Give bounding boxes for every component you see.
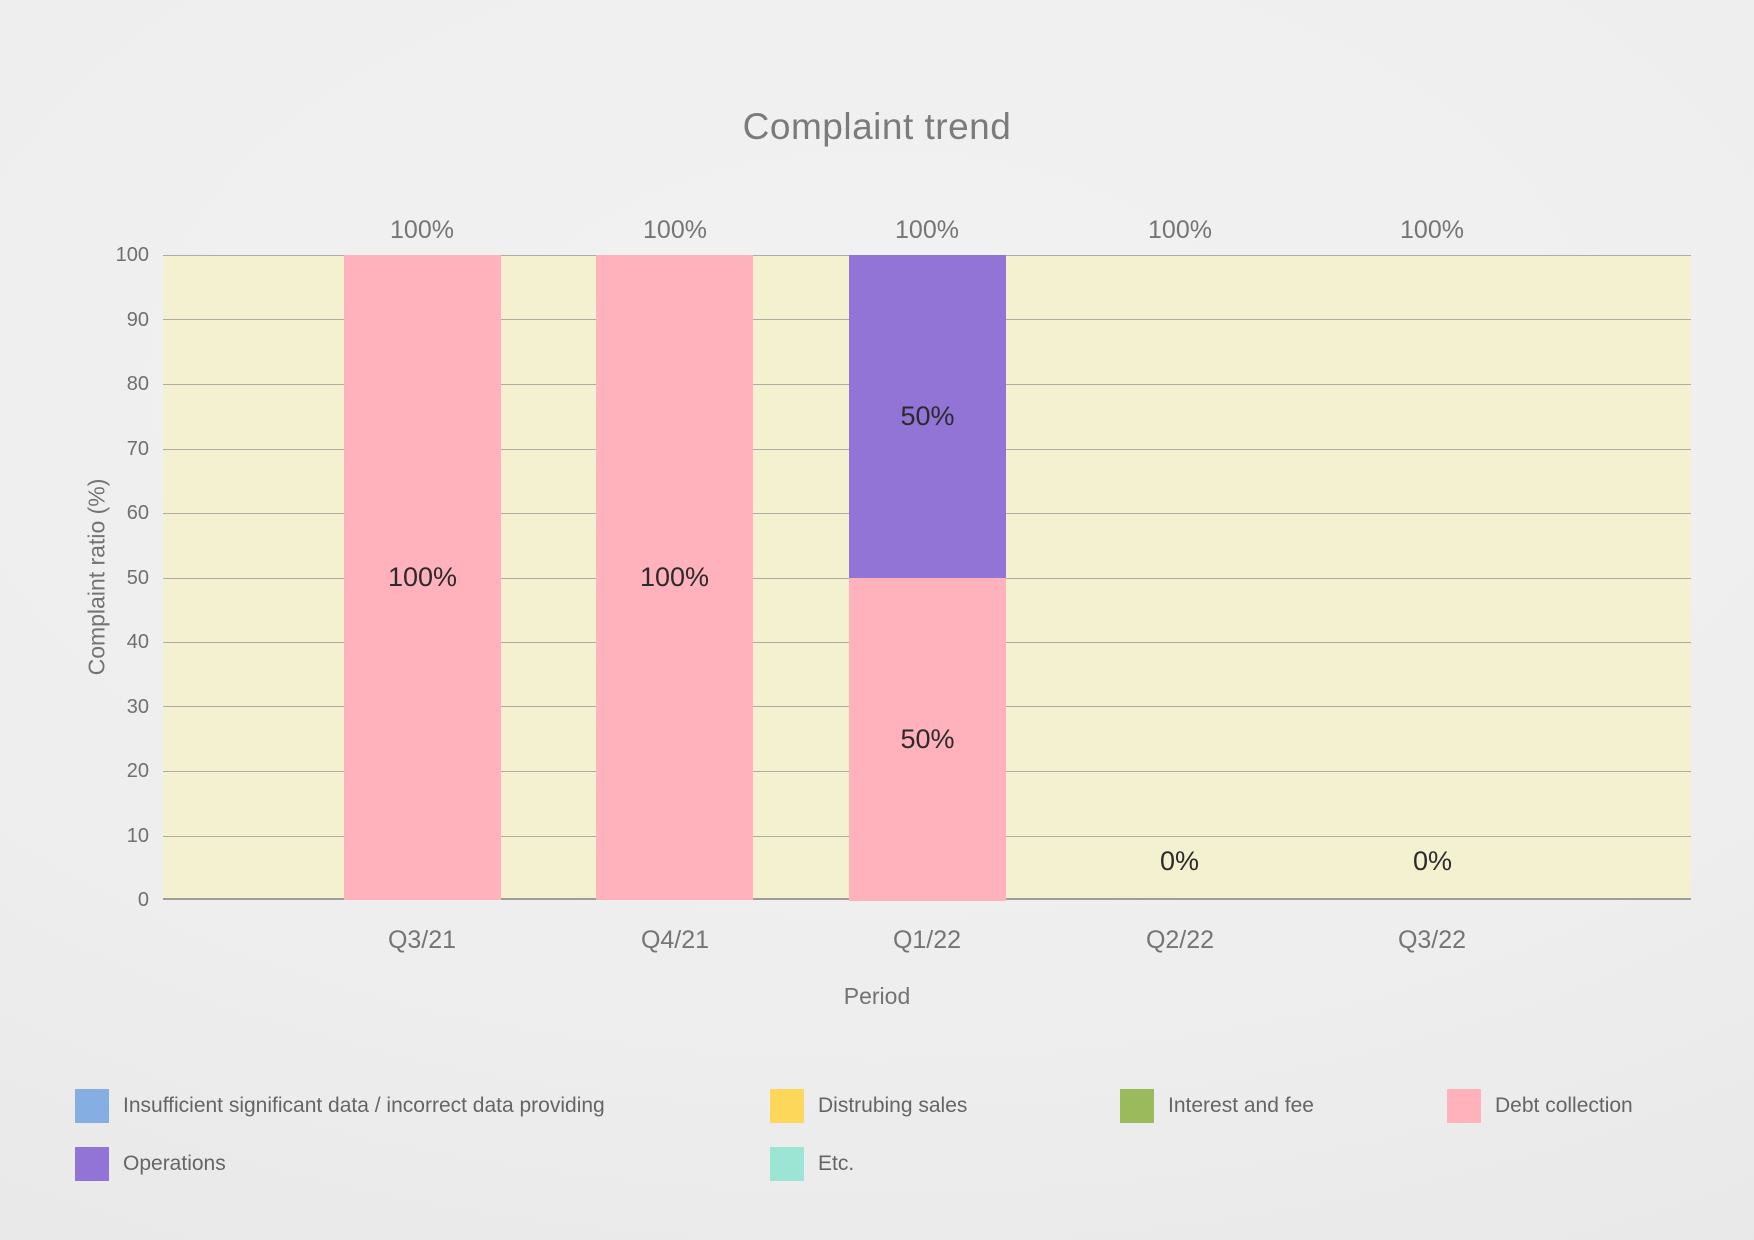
bar-segment-operations-q1-22: 50% (849, 255, 1006, 578)
y-tick-label-40: 40 (126, 631, 149, 653)
legend-swatch-interest-and-fee (1120, 1089, 1154, 1123)
legend-swatch-operations (75, 1147, 109, 1181)
y-tick-label-90: 90 (126, 309, 149, 331)
bar-segment-debt-collection-q1-22: 50% (849, 578, 1006, 901)
legend-item-etc[interactable]: Etc. (770, 1147, 854, 1181)
legend-item-debt-collection[interactable]: Debt collection (1447, 1089, 1633, 1123)
legend-label-distrubing-sales: Distrubing sales (818, 1094, 968, 1117)
y-tick-label-0: 0 (137, 889, 149, 911)
y-tick-label-20: 20 (126, 760, 149, 782)
bar-segment-debt-collection-q3-21: 100% (344, 255, 501, 900)
x-tick-label-q3-21: Q3/21 (387, 926, 457, 954)
column-total-label-q2-22: 100% (1148, 216, 1212, 244)
y-tick-label-50: 50 (126, 567, 149, 589)
y-tick-label-100: 100 (115, 244, 149, 266)
bar-segment-label: 100% (639, 562, 710, 592)
legend-item-operations[interactable]: Operations (75, 1147, 226, 1181)
legend-label-debt-collection: Debt collection (1495, 1094, 1633, 1117)
legend-item-distrubing-sales[interactable]: Distrubing sales (770, 1089, 967, 1123)
y-tick-label-30: 30 (126, 696, 149, 718)
legend-label-insufficient-significant-data-incorrect-data-providing: Insufficient significant data / incorrec… (123, 1094, 605, 1117)
plot-area: 100% 100% 50% 50% 0% 0% (163, 255, 1691, 901)
y-tick-label-60: 60 (126, 502, 149, 524)
legend-swatch-debt-collection (1447, 1089, 1481, 1123)
zero-value-label-q2-22: 0% (1159, 846, 1200, 876)
column-total-label-q3-22: 100% (1400, 216, 1464, 244)
chart-title: Complaint trend (742, 106, 1012, 147)
legend-swatch-distrubing-sales (770, 1089, 804, 1123)
x-tick-label-q1-22: Q1/22 (892, 926, 962, 954)
x-tick-label-q4-21: Q4/21 (640, 926, 710, 954)
column-total-label-q3-21: 100% (390, 216, 454, 244)
zero-value-label-q3-22: 0% (1412, 846, 1453, 876)
legend-item-insufficient-significant-data-incorrect-data-providing[interactable]: Insufficient significant data / incorrec… (75, 1089, 605, 1123)
legend-label-interest-and-fee: Interest and fee (1168, 1094, 1314, 1117)
x-tick-label-q3-22: Q3/22 (1397, 926, 1467, 954)
legend-label-operations: Operations (123, 1152, 226, 1175)
y-tick-label-80: 80 (126, 373, 149, 395)
column-total-label-q1-22: 100% (895, 216, 959, 244)
bar-segment-debt-collection-q4-21: 100% (596, 255, 753, 900)
legend-label-etc: Etc. (818, 1152, 855, 1175)
y-tick-label-70: 70 (126, 438, 149, 460)
column-total-label-q4-21: 100% (643, 216, 707, 244)
x-axis-title: Period (843, 983, 911, 1009)
bar-segment-label: 100% (387, 562, 458, 592)
legend-swatch-insufficient-significant-data-incorrect-data-providing (75, 1089, 109, 1123)
bar-segment-label: 50% (900, 724, 955, 754)
legend-item-interest-and-fee[interactable]: Interest and fee (1120, 1089, 1314, 1123)
y-tick-label-10: 10 (126, 825, 149, 847)
bar-segment-label: 50% (900, 401, 955, 431)
legend-swatch-etc (770, 1147, 804, 1181)
x-tick-label-q2-22: Q2/22 (1145, 926, 1215, 954)
